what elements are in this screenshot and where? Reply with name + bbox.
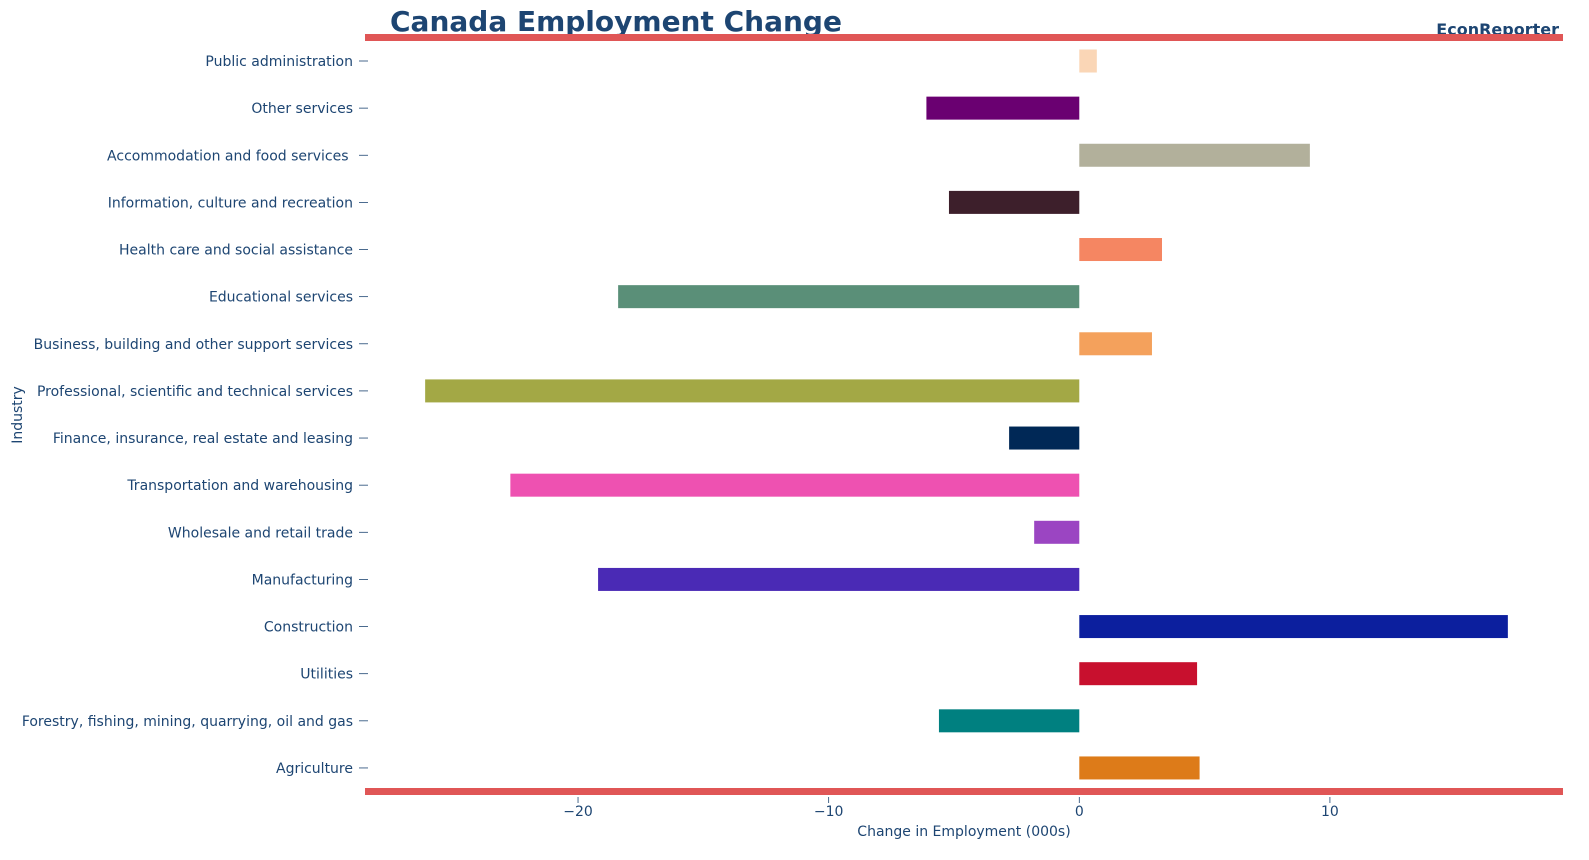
category-label: Agriculture [276, 761, 353, 777]
category-label: Professional, scientific and technical s… [37, 384, 353, 400]
y-axis-title: Industry [10, 386, 26, 444]
chart-title: Canada Employment Change [390, 5, 842, 38]
bar [1079, 615, 1508, 639]
x-ticks-group: −20 −10 0 10 [563, 797, 1339, 820]
bar [938, 709, 1080, 733]
category-label: Educational services [209, 290, 353, 306]
category-label: Manufacturing [252, 572, 353, 588]
bar [926, 96, 1080, 120]
category-label: Business, building and other support ser… [34, 337, 353, 353]
bar [1079, 756, 1200, 780]
category-label: Construction [264, 620, 353, 636]
category-labels-group: Agriculture Forestry, fishing, mining, qu… [22, 54, 368, 777]
top-accent-rule [365, 34, 1563, 41]
category-label: Other services [251, 101, 353, 117]
bar [1079, 143, 1310, 167]
bar [598, 567, 1080, 591]
bar [510, 473, 1080, 497]
bar [1079, 332, 1152, 356]
bar [618, 285, 1080, 309]
bar [1034, 520, 1080, 544]
bar [1079, 49, 1097, 73]
x-tick-label: −10 [814, 804, 844, 820]
bars-group [425, 49, 1508, 780]
x-tick-label: 10 [1321, 804, 1339, 820]
x-tick-label: 0 [1075, 804, 1084, 820]
category-label: Finance, insurance, real estate and leas… [53, 431, 353, 447]
x-tick-label: −20 [563, 804, 593, 820]
category-label: Transportation and warehousing [126, 478, 353, 494]
category-label: Accommodation and food services [107, 148, 353, 164]
category-label: Information, culture and recreation [108, 195, 353, 211]
category-label: Utilities [300, 667, 353, 683]
bar [425, 379, 1080, 403]
bar [1009, 426, 1080, 450]
category-label: Wholesale and retail trade [168, 525, 353, 541]
bar [1079, 238, 1162, 262]
category-label: Health care and social assistance [119, 243, 353, 259]
category-label: Forestry, fishing, mining, quarrying, oi… [22, 714, 353, 730]
x-axis-title: Change in Employment (000s) [857, 824, 1070, 840]
category-label: Public administration [205, 54, 353, 70]
bottom-accent-rule [365, 788, 1563, 795]
bar [1079, 662, 1198, 686]
bar [948, 190, 1080, 214]
